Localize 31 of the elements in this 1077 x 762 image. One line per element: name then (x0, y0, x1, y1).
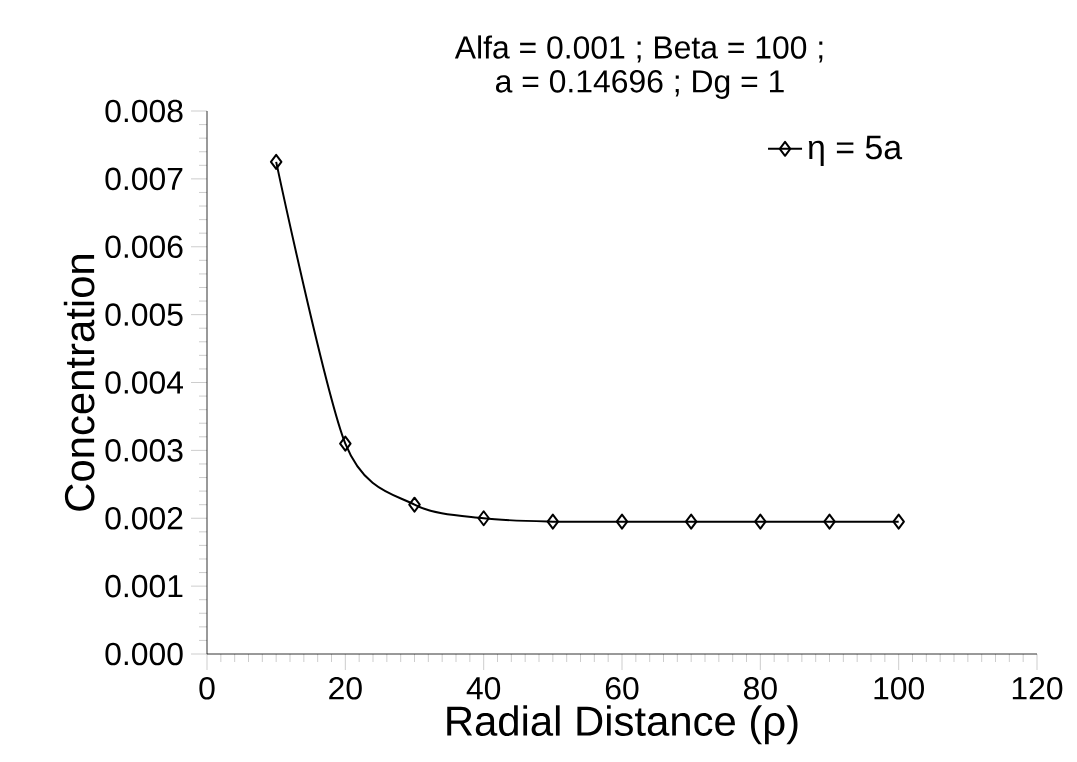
point (823, 513, 836, 530)
y-tick-label: 0.003 (105, 439, 183, 462)
y-tick-label: 0.000 (105, 642, 183, 666)
y-tick-label: 0.004 (105, 371, 183, 394)
y-tick-label: 0.001 (105, 574, 183, 598)
x-tick-label: 40 (466, 677, 501, 700)
point (892, 513, 905, 530)
x-tick-label: 80 (743, 677, 777, 700)
y-axis-title: Concentration (63, 255, 95, 511)
point (269, 153, 283, 170)
point (615, 513, 629, 530)
chart-title: Alfa = 0.001 ; Beta = 100 ; (454, 35, 823, 63)
point (546, 513, 560, 530)
x-tick-label: 0 (199, 677, 215, 700)
point (477, 510, 490, 527)
y-tick-label: 0.002 (105, 506, 183, 530)
legend-label: η = 5a (808, 135, 903, 166)
point (684, 513, 698, 530)
y-tick-label: 0.007 (105, 167, 183, 191)
point (408, 496, 421, 513)
x-tick-label: 120 (1012, 677, 1063, 700)
x-tick-label: 60 (605, 677, 639, 700)
x-tick-label: 100 (874, 677, 924, 700)
y-tick-label: 0.006 (105, 235, 183, 259)
y-tick-label: 0.005 (105, 303, 183, 326)
point (339, 435, 352, 452)
chart-subtitle: a = 0.14696 ; Dg = 1 (496, 70, 784, 99)
x-tick-label: 20 (329, 677, 362, 700)
x-axis-title: Radial Distance (ρ) (447, 705, 798, 745)
point (754, 513, 767, 530)
y-tick-label: 0.008 (105, 99, 183, 123)
